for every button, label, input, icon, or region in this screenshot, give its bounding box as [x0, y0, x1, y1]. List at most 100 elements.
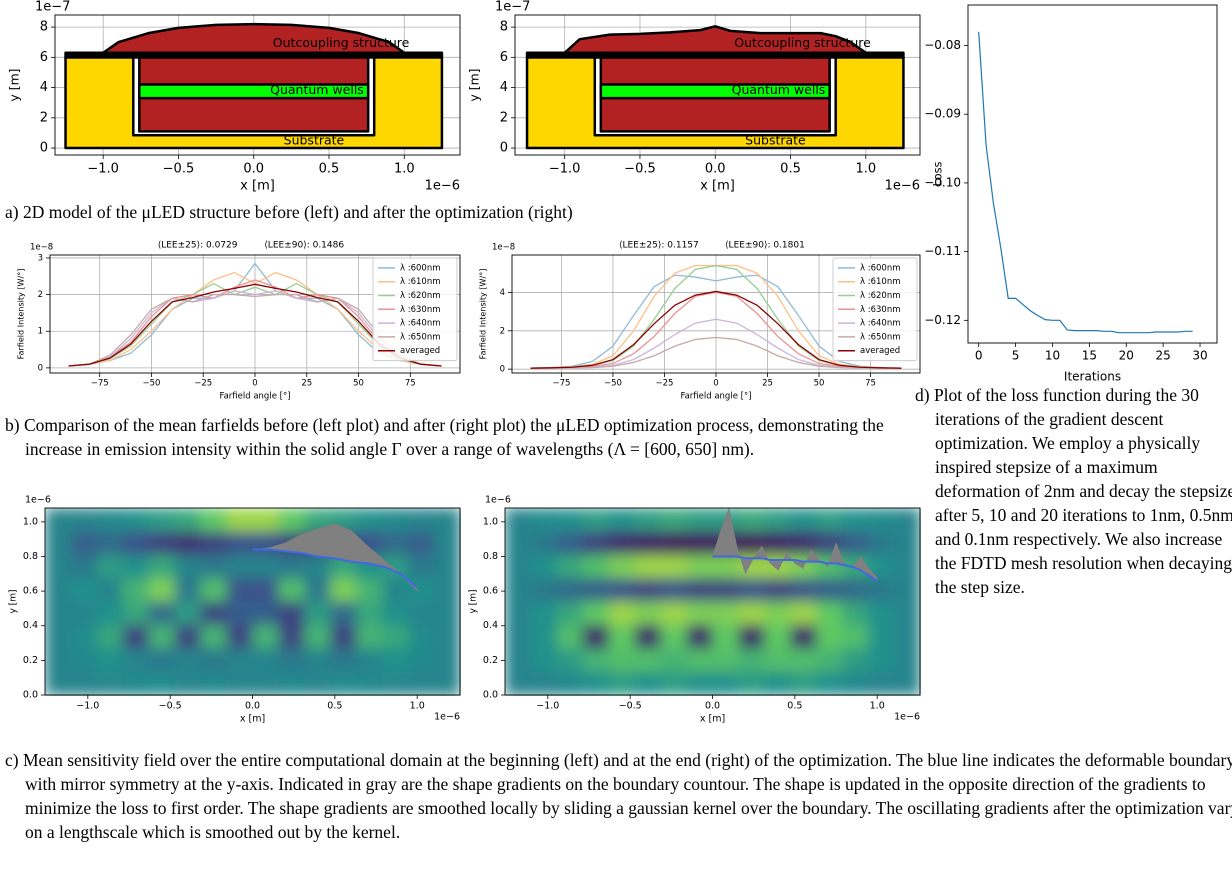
y-tick-label: −0.09	[924, 107, 961, 121]
x-tick-label: 75	[405, 379, 416, 389]
heatmap-cell	[582, 648, 610, 673]
heatmap-cell	[382, 648, 409, 673]
legend-label: λ :640nm	[400, 319, 441, 329]
heatmap-cell	[816, 601, 843, 626]
axes-frame	[54, 14, 461, 156]
x-tick-label: 25	[1156, 349, 1171, 363]
heatmap-cell	[686, 624, 714, 649]
y-axis-label: y [m]	[468, 69, 482, 102]
x-tick-label: −25	[194, 379, 212, 389]
heatmap-cell	[582, 508, 610, 532]
heatmap-cell	[252, 578, 280, 603]
heatmap-cell	[148, 648, 176, 673]
x-tick-label: 0.5	[327, 701, 342, 712]
heatmap-cell	[868, 601, 895, 626]
heatmap-cell	[278, 578, 305, 603]
heatmap-cell	[96, 648, 124, 673]
heatmap-cell	[434, 648, 461, 673]
heatmap-cell	[790, 648, 817, 673]
x-tick-label: −50	[142, 379, 160, 389]
heatmap-cell	[816, 624, 843, 649]
annotation: Substrate	[284, 133, 345, 148]
chart-title: ⟨LEE±90⟩: 0.1486	[264, 241, 344, 251]
heatmap-cell	[200, 624, 228, 649]
heatmap-cell	[382, 624, 409, 649]
heatmap-cell	[122, 508, 150, 532]
heatmap-cell	[738, 578, 765, 603]
heatmap-cell	[382, 531, 409, 556]
heatmap-cell	[356, 578, 383, 603]
heatmap-cell	[96, 578, 124, 603]
heatmap-cell	[148, 508, 176, 532]
heatmap-cell	[408, 531, 435, 556]
heatmap-cell	[434, 624, 461, 649]
y-tick-label: 0.6	[23, 586, 38, 597]
heatmap-cell	[382, 601, 409, 626]
heatmap-image	[505, 508, 921, 696]
heatmap-cell	[252, 508, 280, 532]
heatmap-cell	[148, 554, 176, 579]
y-axis-label: Farfield Intensity [W/°]	[17, 269, 26, 360]
heatmap-cell	[712, 648, 740, 673]
heatmap-cell	[174, 531, 202, 556]
x-axis-label: x [m]	[240, 714, 265, 725]
heatmap-cell	[868, 508, 895, 532]
y-tick-label: 1.0	[23, 516, 38, 527]
x-tick-label: 10	[1045, 349, 1060, 363]
heatmap-cell	[45, 508, 72, 532]
x-axis-label: Farfield angle [°]	[680, 392, 751, 402]
heatmap-cell	[382, 671, 409, 696]
heatmap-cell	[816, 508, 843, 532]
y-tick-label: 0.0	[23, 690, 38, 701]
x-tick-label: 0.0	[243, 162, 264, 177]
heatmap-cell	[96, 508, 124, 532]
heatmap-cell	[122, 671, 150, 696]
heatmap-cell	[556, 624, 584, 649]
heatmap-cell	[634, 554, 662, 579]
heatmap-cell	[842, 671, 869, 696]
heatmap-cell	[382, 578, 409, 603]
y-tick-label: 0.8	[483, 551, 498, 562]
heatmap-cell	[608, 648, 636, 673]
heatmap-cell	[226, 531, 254, 556]
x-tick-label: −0.5	[619, 701, 642, 712]
x-tick-label: −1.0	[536, 701, 559, 712]
heatmap-cell	[408, 601, 435, 626]
heatmap-cell	[148, 601, 176, 626]
x-tick-label: 30	[1192, 349, 1207, 363]
heatmap-cell	[530, 671, 558, 696]
y-axis-label: y [m]	[9, 589, 19, 613]
heatmap-cell	[868, 578, 895, 603]
heatmap-cell	[660, 578, 688, 603]
x-tick-label: 1.0	[410, 701, 425, 712]
x-tick-label: 0.5	[319, 162, 340, 177]
heatmap-cell	[330, 648, 357, 673]
x-tick-label: −0.5	[624, 162, 656, 177]
heatmap-cell	[278, 601, 305, 626]
heatmap-cell	[764, 508, 791, 532]
heatmap-cell	[764, 601, 791, 626]
heatmap-cell	[582, 531, 610, 556]
y-tick-label: 0	[38, 363, 43, 373]
legend-label: λ :620nm	[400, 291, 441, 301]
heatmap-cell	[278, 671, 305, 696]
heatmap-cell	[356, 601, 383, 626]
x-tick-label: 0	[713, 379, 718, 389]
heatmap-cell	[556, 601, 584, 626]
legend-label: λ :610nm	[400, 277, 441, 287]
heatmap-cell	[174, 554, 202, 579]
heatmap-cell	[200, 554, 228, 579]
heatmap-cell	[252, 554, 280, 579]
annotation: Quantum wells	[270, 82, 364, 97]
heatmap-cell	[634, 531, 662, 556]
heatmap-cell	[408, 554, 435, 579]
y-tick-label: 4	[500, 80, 508, 95]
legend-label: λ :630nm	[400, 305, 441, 315]
heatmap-cell	[712, 554, 740, 579]
legend-label: λ :610nm	[860, 277, 901, 287]
region	[563, 25, 868, 55]
y-tick-label: −0.10	[924, 175, 961, 189]
y-tick-label: 0.6	[483, 586, 498, 597]
heatmap-cell	[278, 554, 305, 579]
heatmap-cell	[842, 648, 869, 673]
